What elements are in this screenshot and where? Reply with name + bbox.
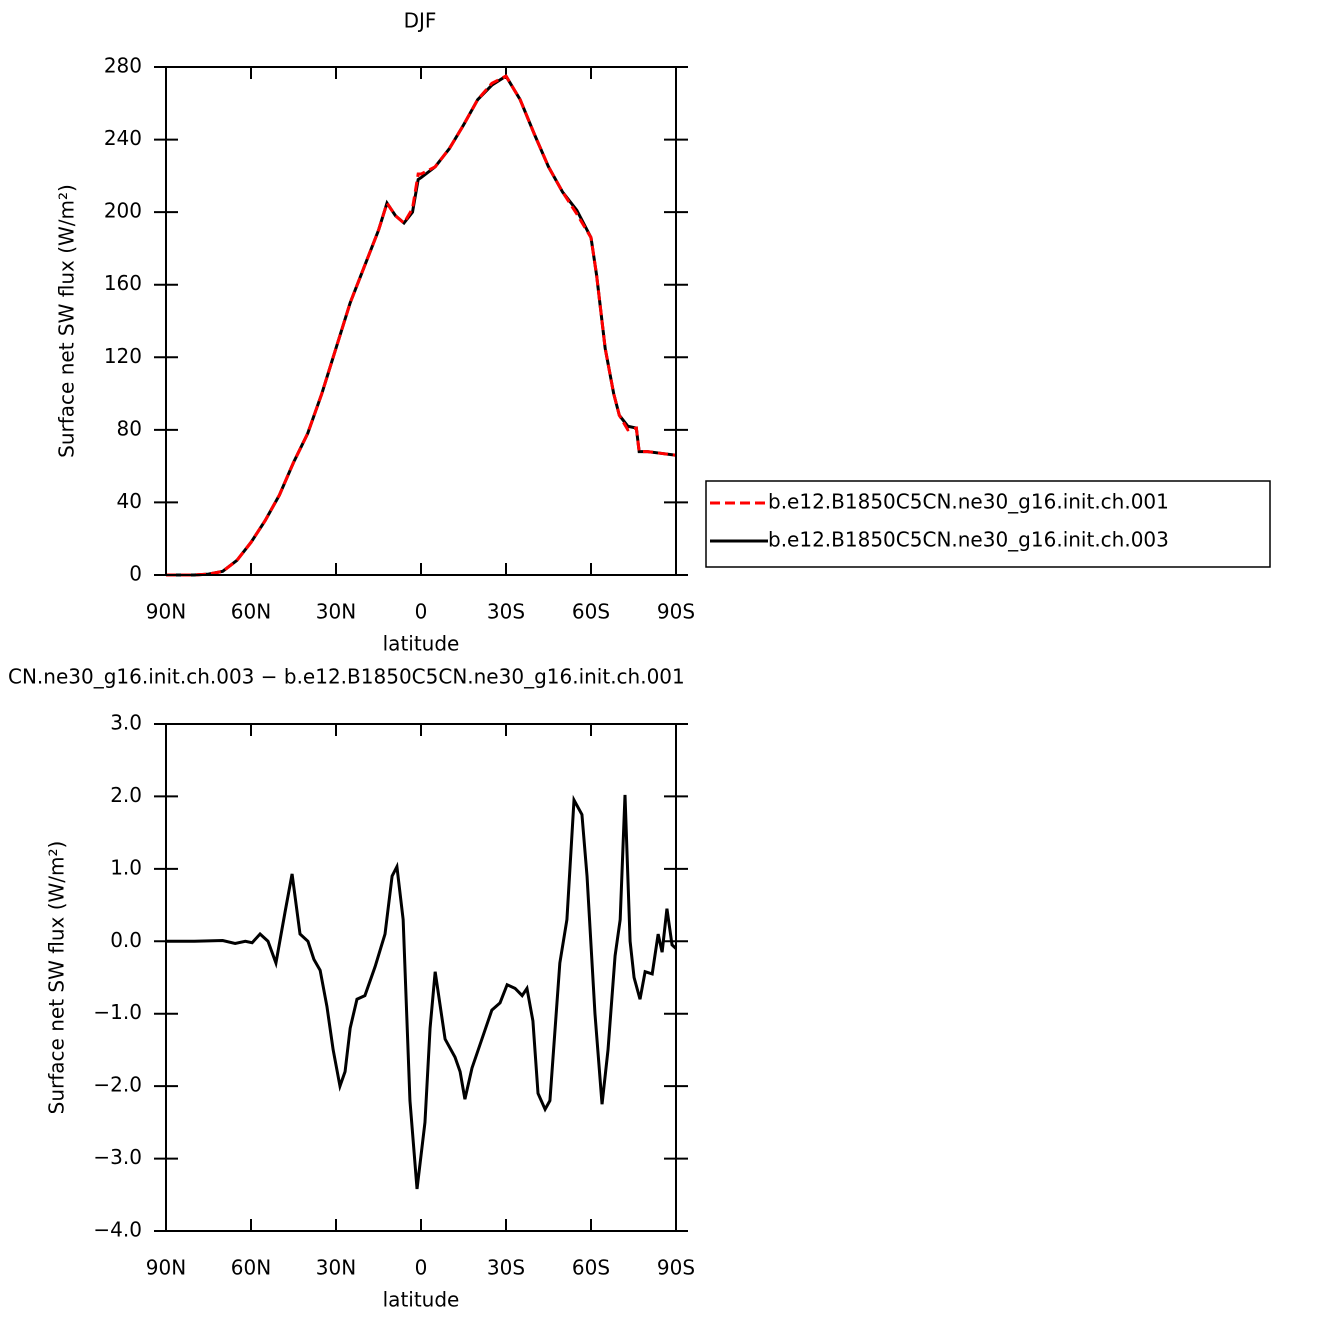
y-tick-label: −1.0 [93, 1000, 142, 1024]
y-tick-label: 200 [104, 199, 142, 223]
y-tick-label: −4.0 [93, 1218, 142, 1242]
y-tick-label: 80 [117, 416, 142, 440]
y-tick-label: 40 [117, 489, 142, 513]
y-tick-label: −3.0 [93, 1145, 142, 1169]
plot-frame [165, 723, 677, 1232]
x-axis-label: latitude [383, 632, 460, 656]
series-line [166, 74, 677, 577]
y-tick-label: 280 [104, 54, 142, 78]
legend-box [705, 480, 1271, 568]
x-tick-label: 90S [657, 600, 695, 624]
x-tick-label: 30S [487, 600, 525, 624]
x-tick-label: 90N [146, 600, 186, 624]
x-tick-label: 30N [316, 1256, 356, 1280]
x-tick-label: 0 [415, 600, 428, 624]
x-tick-label: 60N [231, 600, 271, 624]
plot-frame [165, 66, 677, 576]
y-tick-label: 0.0 [110, 928, 142, 952]
legend-label: b.e12.B1850C5CN.ne30_g16.init.ch.001 [768, 490, 1169, 514]
y-axis-label: Surface net SW flux (W/m²) [55, 184, 79, 458]
data-line [166, 794, 678, 1190]
x-tick-label: 30N [316, 600, 356, 624]
x-tick-label: 60N [231, 1256, 271, 1280]
y-tick-label: 120 [104, 344, 142, 368]
x-tick-label: 30S [487, 1256, 525, 1280]
y-tick-label: 240 [104, 126, 142, 150]
y-axis-label: Surface net SW flux (W/m²) [45, 841, 69, 1115]
x-tick-label: 90S [657, 1256, 695, 1280]
y-tick-label: −2.0 [93, 1073, 142, 1097]
x-axis-label: latitude [383, 1288, 460, 1312]
x-tick-label: 90N [146, 1256, 186, 1280]
x-tick-label: 60S [572, 600, 610, 624]
x-tick-label: 60S [572, 1256, 610, 1280]
series-line [166, 73, 677, 577]
y-tick-label: 1.0 [110, 855, 142, 879]
y-tick-label: 160 [104, 271, 142, 295]
y-tick-label: 0 [129, 562, 142, 586]
legend-label: b.e12.B1850C5CN.ne30_g16.init.ch.003 [768, 528, 1169, 552]
chart-title: DJF [404, 9, 437, 33]
x-tick-label: 0 [415, 1256, 428, 1280]
y-tick-label: 2.0 [110, 783, 142, 807]
chart-title: CN.ne30_g16.init.ch.003 − b.e12.B1850C5C… [8, 665, 685, 689]
y-tick-label: 3.0 [110, 711, 142, 735]
